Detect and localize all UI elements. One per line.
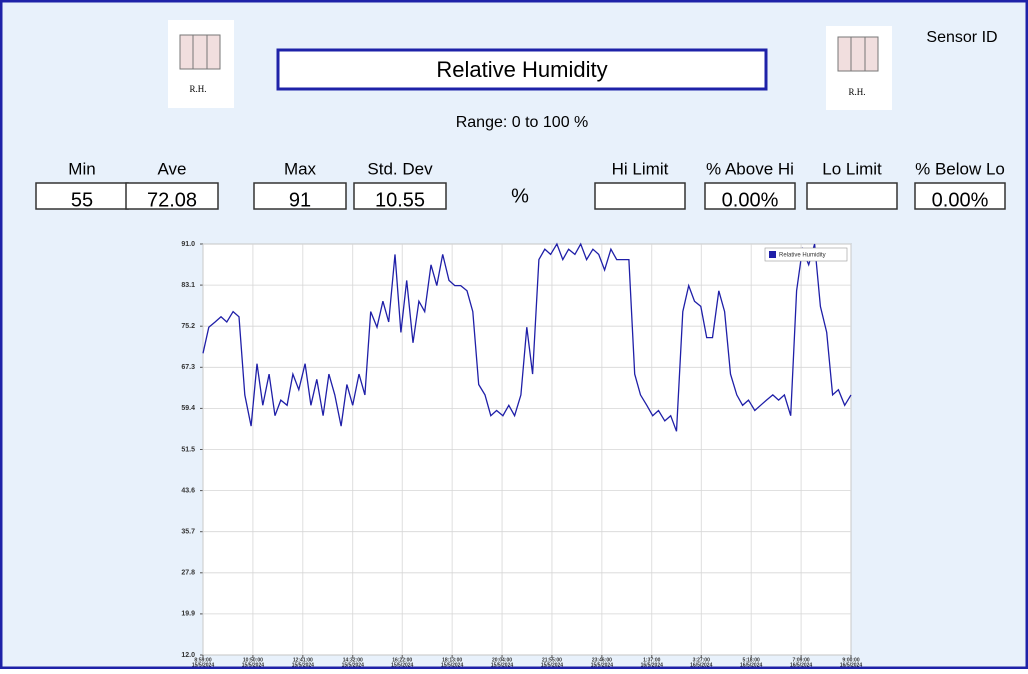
x-tick-label: 18:13:00 xyxy=(442,657,462,663)
limit-label: % Below Lo xyxy=(915,159,1005,178)
x-tick-label: 12:41:00 xyxy=(293,657,313,663)
x-tick-date: 15/5/2024 xyxy=(242,662,264,668)
logo-box xyxy=(837,36,879,72)
sensor-id: Sensor ID xyxy=(926,29,997,46)
legend-box xyxy=(764,247,848,262)
x-tick-label: 10:50:00 xyxy=(243,657,263,663)
x-tick-date: 16/5/2024 xyxy=(840,662,862,668)
x-tick-label: 8:59:00 xyxy=(194,657,211,663)
y-tick-label: 67.3 xyxy=(181,364,195,371)
x-tick-label: 3:27:00 xyxy=(693,657,710,663)
x-tick-date: 16/5/2024 xyxy=(690,662,712,668)
chart: 12.0 19.9 27.8 35.7 43.6 51.5 59.4 67.3 75.2 83.1… xyxy=(181,241,862,668)
logo-box xyxy=(179,34,221,70)
stat-box xyxy=(353,182,447,210)
unit: % xyxy=(511,185,529,207)
line xyxy=(202,242,852,432)
stat-value: 55 xyxy=(71,189,93,211)
title: Relative Humidity xyxy=(436,57,607,82)
x-tick-date: 15/5/2024 xyxy=(292,662,314,668)
x-tick-date: 16/5/2024 xyxy=(740,662,762,668)
legend-label: Relative Humidity xyxy=(779,253,826,259)
limit-box xyxy=(806,182,898,210)
x-tick-label: 5:18:00 xyxy=(743,657,760,663)
logo-right: R.H. xyxy=(826,26,892,110)
stat-value: 91 xyxy=(289,189,311,211)
x-tick-date: 16/5/2024 xyxy=(641,662,663,668)
limit-box xyxy=(704,182,796,210)
x-tick-label: 21:55:00 xyxy=(542,657,562,663)
range: Range: 0 to 100 % xyxy=(456,114,589,131)
limit-label: Lo Limit xyxy=(822,159,882,178)
x-tick-label: 23:46:00 xyxy=(592,657,612,663)
stat-value: 10.55 xyxy=(375,189,425,211)
logo-left: R.H. xyxy=(168,20,234,108)
limit-box xyxy=(594,182,686,210)
limit-label: % Above Hi xyxy=(706,159,794,178)
stat-label: Max xyxy=(284,159,317,178)
x-tick-label: 16:22:00 xyxy=(392,657,412,663)
x-tick-label: 7:09:00 xyxy=(792,657,809,663)
y-tick-label: 83.1 xyxy=(181,282,195,289)
y-tick-label: 27.8 xyxy=(181,570,195,577)
logo-text: R.H. xyxy=(189,84,206,94)
x-tick-date: 15/5/2024 xyxy=(541,662,563,668)
limit-box xyxy=(914,182,1006,210)
x-tick-date: 15/5/2024 xyxy=(441,662,463,668)
stat-label: Ave xyxy=(158,159,187,178)
limit-value: 0.00% xyxy=(722,189,779,211)
stat-box xyxy=(125,182,219,210)
y-tick-label: 75.2 xyxy=(181,323,195,330)
x-tick-label: 20:04:00 xyxy=(492,657,512,663)
x-tick-date: 15/5/2024 xyxy=(342,662,364,668)
y-tick-label: 91.0 xyxy=(181,241,195,248)
legend-swatch xyxy=(769,251,776,258)
x-tick-label: 9:00:00 xyxy=(842,657,859,663)
stat-box xyxy=(253,182,347,210)
x-tick-date: 15/5/2024 xyxy=(491,662,513,668)
x-tick-date: 15/5/2024 xyxy=(192,662,214,668)
y-tick-label: 51.5 xyxy=(181,446,195,453)
x-tick-date: 16/5/2024 xyxy=(790,662,812,668)
stat-label: Std. Dev xyxy=(367,159,433,178)
x-tick-label: 1:37:00 xyxy=(643,657,660,663)
stat-box xyxy=(35,182,129,210)
limit-value: 0.00% xyxy=(932,189,989,211)
y-tick-label: 59.4 xyxy=(181,405,195,412)
y-tick-label: 19.9 xyxy=(181,611,195,618)
stats: Min 55 Ave 72.08 Max 91 Std. Dev 10.55 Hi Limit%… xyxy=(35,159,1006,211)
y-tick-label: 12.0 xyxy=(181,652,195,659)
x-tick-label: 14:32:00 xyxy=(343,657,363,663)
x-tick-date: 15/5/2024 xyxy=(591,662,613,668)
stat-label: Min xyxy=(68,159,95,178)
limit-label: Hi Limit xyxy=(612,159,669,178)
y-tick-label: 43.6 xyxy=(181,487,195,494)
x-tick-date: 15/5/2024 xyxy=(391,662,413,668)
title-box xyxy=(276,48,768,91)
y-tick-label: 35.7 xyxy=(181,529,195,536)
stat-value: 72.08 xyxy=(147,189,197,211)
logo-text: R.H. xyxy=(848,87,865,97)
